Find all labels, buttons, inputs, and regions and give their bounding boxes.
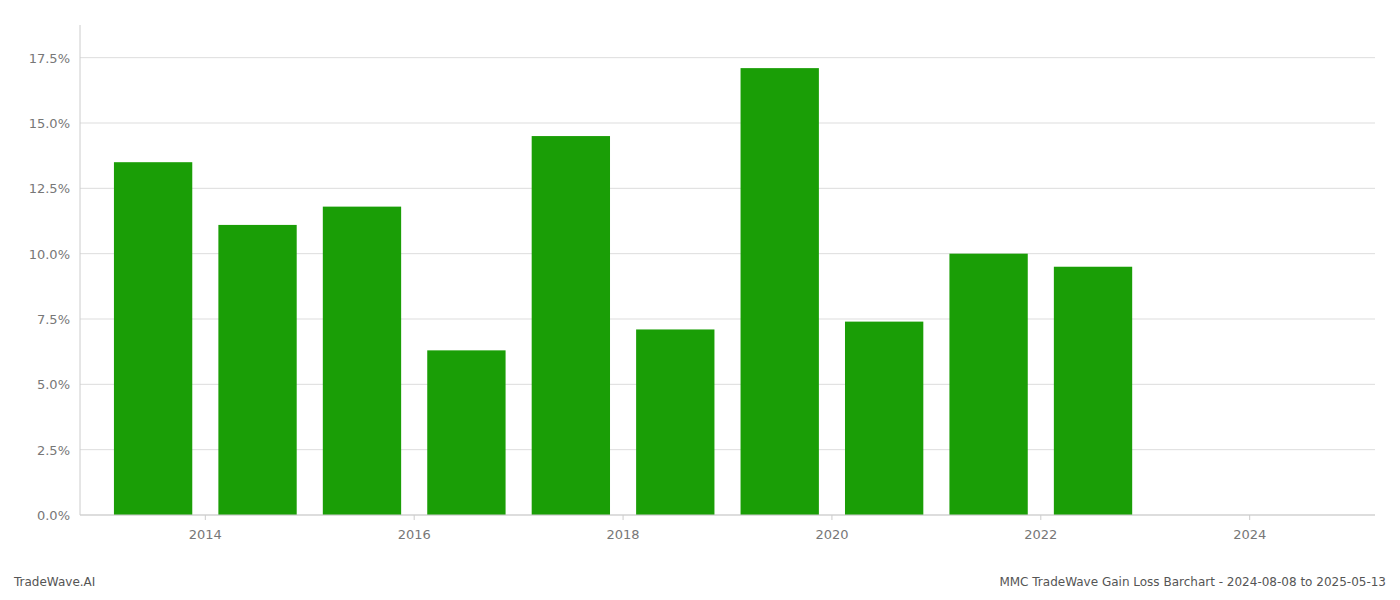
x-tick [205, 515, 206, 520]
x-tick-label: 2016 [398, 527, 431, 542]
x-tick-label: 2018 [607, 527, 640, 542]
footer-left: TradeWave.AI [13, 575, 95, 589]
x-tick [623, 515, 624, 520]
bar [845, 322, 923, 515]
y-tick-label: 0.0% [37, 508, 70, 523]
bars [114, 68, 1132, 515]
x-tick [1249, 515, 1250, 520]
y-tick-label: 2.5% [37, 443, 70, 458]
bar [949, 254, 1027, 515]
bar [532, 136, 610, 515]
grid-line [80, 515, 1375, 516]
chart: 0.0% 2.5% 5.0% 7.5% 10.0% 12.5% 15.0% 17.5% 2014… [0, 0, 1400, 600]
grid-line [80, 123, 1375, 124]
bar [323, 207, 401, 515]
bar [427, 350, 505, 515]
grid-line [80, 57, 1375, 58]
bar [1054, 267, 1132, 515]
bar [636, 329, 714, 515]
grid-line [80, 188, 1375, 189]
bar [114, 162, 192, 515]
x-tick-label: 2020 [815, 527, 848, 542]
y-tick-label: 12.5% [29, 181, 70, 196]
x-tick [414, 515, 415, 520]
y-tick-label: 17.5% [29, 51, 70, 66]
bar [218, 225, 296, 515]
y-tick-label: 5.0% [37, 377, 70, 392]
x-tick [831, 515, 832, 520]
x-tick [1040, 515, 1041, 520]
bar [741, 68, 819, 515]
grid [80, 58, 1375, 515]
x-tick-label: 2024 [1233, 527, 1266, 542]
x-tick-label: 2022 [1024, 527, 1057, 542]
x-axis-line [80, 515, 1375, 516]
footer-right: MMC TradeWave Gain Loss Barchart - 2024-… [999, 575, 1386, 589]
y-axis-line [80, 25, 81, 515]
x-tick-label: 2014 [189, 527, 222, 542]
y-tick-label: 10.0% [29, 247, 70, 262]
y-tick-label: 7.5% [37, 312, 70, 327]
y-tick-label: 15.0% [29, 116, 70, 131]
